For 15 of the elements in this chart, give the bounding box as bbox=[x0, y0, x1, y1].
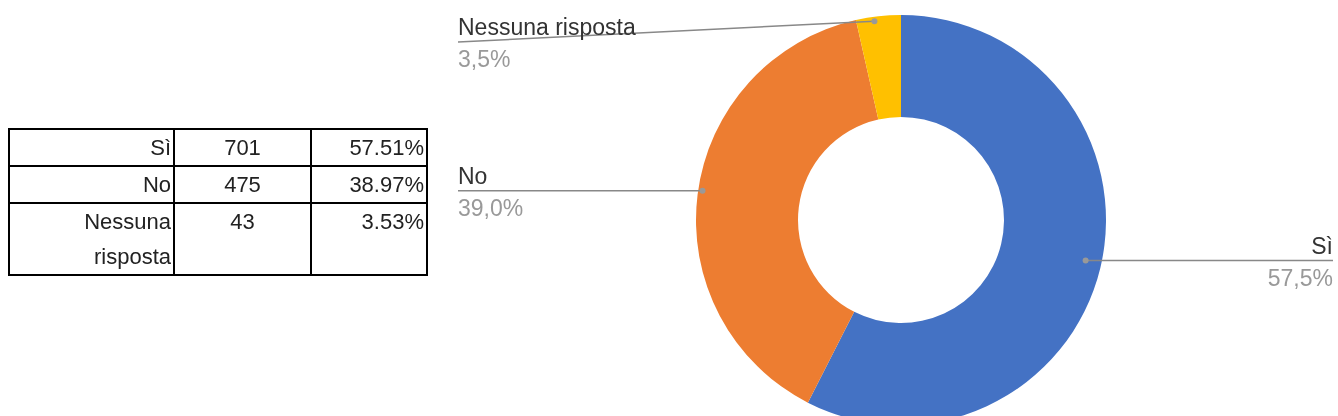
data-label: 39,0% bbox=[458, 194, 524, 221]
category-label: Nessuna risposta bbox=[84, 209, 171, 269]
text: 38.97% bbox=[311, 166, 427, 203]
text: 3.53% bbox=[311, 203, 427, 275]
text: 475 bbox=[174, 166, 311, 203]
slice-label: No bbox=[458, 162, 488, 189]
text: 701 bbox=[174, 129, 311, 166]
text: 43 bbox=[174, 203, 311, 275]
text: 57.51% bbox=[311, 129, 427, 166]
data-label: 57,5% bbox=[1267, 264, 1333, 291]
slice-label: Sì bbox=[1311, 232, 1333, 259]
category-label: Sì bbox=[150, 135, 171, 160]
data-label: 3,5% bbox=[458, 46, 511, 72]
slice-label: Nessuna risposta bbox=[458, 14, 636, 40]
category-label: No bbox=[142, 172, 171, 197]
